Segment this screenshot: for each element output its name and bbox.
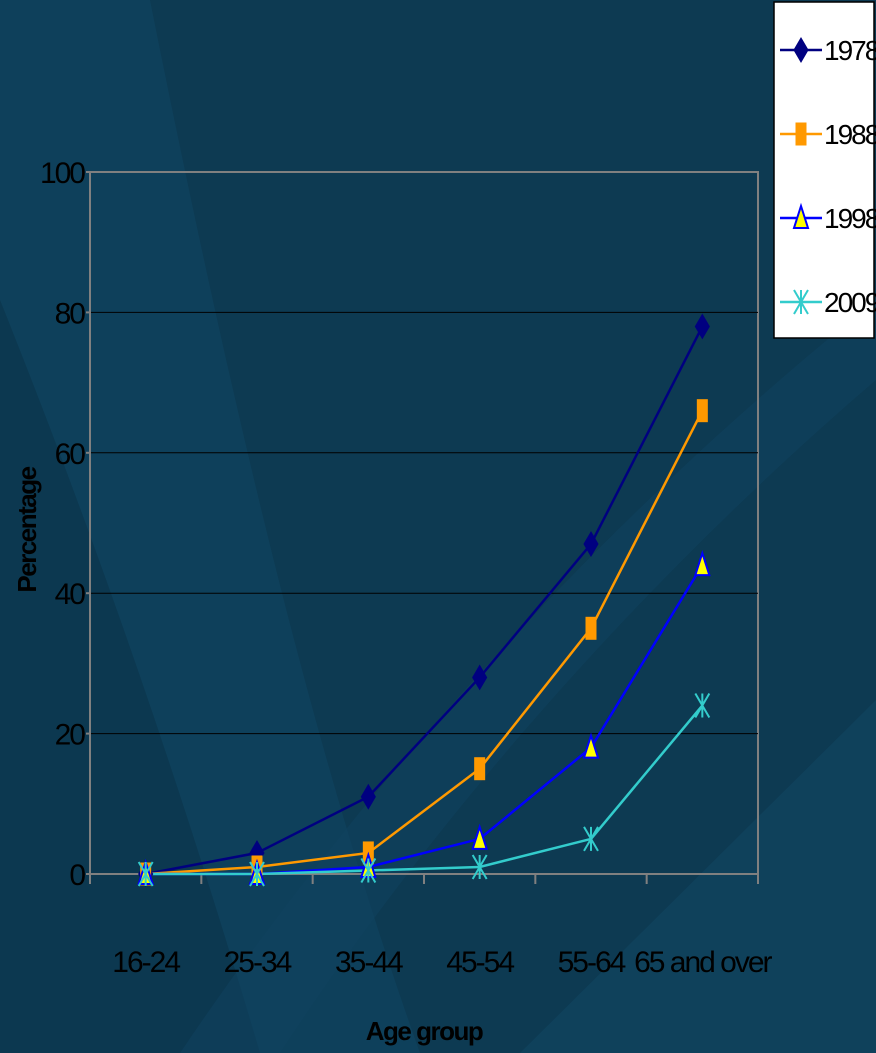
legend-marker-1998: [792, 202, 810, 229]
data-point-1998: [693, 549, 711, 577]
legend-label: 1988: [824, 119, 876, 150]
legend-label: 1998: [824, 203, 876, 234]
y-tick-label: 100: [40, 157, 85, 190]
x-tick-label: 45-54: [446, 946, 514, 979]
x-tick-label: 65 and over: [634, 946, 772, 979]
y-tick-label: 80: [55, 297, 86, 330]
data-point-2009: [137, 861, 154, 887]
series-markers: [137, 313, 711, 887]
data-point-1988: [696, 399, 708, 423]
data-point-1988: [585, 616, 597, 640]
x-tick-label: 55-64: [558, 946, 626, 979]
data-point-1988: [474, 757, 486, 781]
x-tick-label: 35-44: [335, 946, 403, 979]
series-line-1998: [145, 564, 704, 876]
y-axis: 0 20 40 60 80 100: [40, 157, 91, 892]
y-tick-label: 20: [55, 719, 86, 752]
series-line-1978: [145, 325, 704, 876]
legend: 1978 1988 1998 2009: [773, 1, 876, 339]
data-point-1978: [360, 783, 376, 810]
data-point-2009: [583, 826, 599, 852]
y-axis-title: Percentage: [12, 466, 42, 592]
legend-box: [773, 1, 875, 339]
legend-marker-2009: [793, 289, 809, 315]
data-point-1998: [471, 823, 489, 850]
data-point-1978: [472, 664, 488, 691]
legend-label: 2009: [824, 287, 876, 318]
data-point-2009: [360, 857, 377, 883]
data-point-2009: [249, 861, 265, 887]
y-tick-label: 0: [69, 859, 85, 892]
x-tick-label: 25-34: [224, 946, 292, 979]
legend-marker-1978: [793, 37, 809, 63]
data-point-1978: [583, 531, 599, 558]
data-point-2009: [694, 693, 711, 719]
x-axis-title: Age group: [366, 1016, 483, 1046]
data-point-1978: [694, 313, 710, 340]
legend-marker-1988: [795, 122, 807, 146]
series-line-2009: [145, 704, 704, 876]
y-tick-label: 60: [55, 438, 86, 471]
gridlines: [90, 311, 758, 735]
data-point-1998: [582, 732, 600, 759]
y-tick-label: 40: [55, 578, 86, 611]
x-tick-label: 16-24: [112, 946, 180, 979]
plot-area: [89, 171, 759, 875]
data-point-2009: [471, 854, 488, 880]
legend-label: 1978: [824, 35, 876, 66]
series-line-1988: [145, 410, 704, 876]
series-lines: [145, 325, 704, 876]
x-axis: 16-24 25-34 35-44 45-54 55-64 65 and over: [89, 873, 775, 979]
